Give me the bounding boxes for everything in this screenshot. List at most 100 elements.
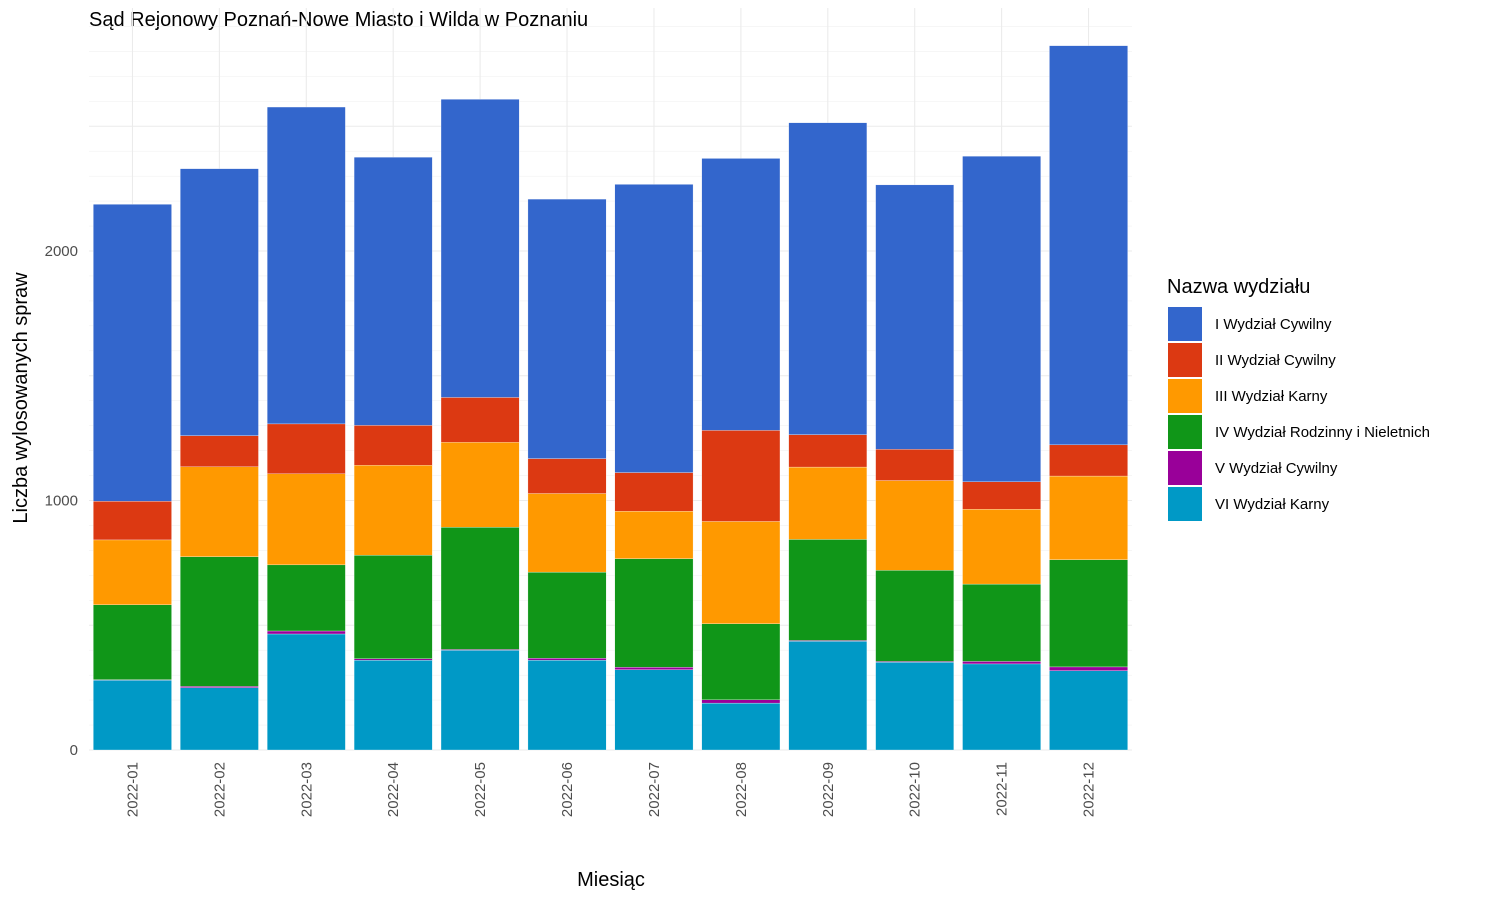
y-axis-ticks: 0 1000 2000 [45, 243, 78, 759]
bar-segment-2022-08-5 [701, 699, 781, 704]
bar-segment-2022-07-3 [614, 511, 694, 559]
bar-segment-2022-04-5 [353, 658, 433, 661]
y-tick-label: 1000 [45, 493, 78, 510]
bar-segment-2022-11-1 [962, 156, 1041, 482]
y-tick-label: 0 [70, 742, 78, 759]
bar-segment-2022-08-6 [701, 702, 781, 751]
x-tick-label: 2022-04 [385, 762, 402, 817]
x-tick-label: 2022-12 [1081, 762, 1098, 817]
bar-segment-2022-06-3 [527, 493, 607, 573]
y-axis-title: Liczba wylosowanych spraw [10, 272, 32, 524]
bar-segment-2022-07-1 [614, 184, 694, 473]
legend: Nazwa wydziału I Wydział Cywilny II Wydzi… [1167, 276, 1430, 521]
bar-segment-2022-04-2 [353, 425, 433, 466]
bar-segment-2022-11-2 [962, 481, 1041, 510]
bar-segment-2022-12-1 [1049, 45, 1128, 446]
bar-segment-2022-10-3 [875, 480, 954, 571]
legend-label: IV Wydział Rodzinny i Nieletnich [1215, 424, 1430, 441]
bar-segment-2022-08-2 [701, 430, 781, 522]
x-tick-label: 2022-07 [646, 762, 663, 817]
bar-segment-2022-01-6 [93, 679, 172, 751]
bar-segment-2022-02-6 [180, 687, 259, 751]
legend-swatch [1168, 343, 1202, 377]
bar-segment-2022-10-1 [875, 184, 954, 450]
bar-segment-2022-07-6 [614, 669, 694, 751]
bar-segment-2022-10-2 [875, 449, 954, 481]
bar-segment-2022-01-2 [93, 501, 172, 541]
x-tick-label: 2022-03 [298, 762, 315, 817]
bar-segment-2022-09-2 [788, 434, 868, 468]
legend-swatch [1168, 487, 1202, 521]
bar-segment-2022-06-5 [527, 658, 607, 661]
bar-segment-2022-05-1 [440, 99, 520, 398]
bar-segment-2022-03-6 [267, 633, 346, 751]
x-tick-label: 2022-02 [211, 762, 228, 817]
legend-label: III Wydział Karny [1215, 388, 1328, 405]
bar-segment-2022-11-3 [962, 509, 1041, 585]
bar-segment-2022-06-4 [527, 571, 607, 659]
bar-segment-2022-11-6 [962, 663, 1041, 751]
x-tick-label: 2022-05 [472, 762, 489, 817]
bar-segment-2022-08-4 [701, 623, 781, 701]
bar-segment-2022-02-2 [180, 435, 259, 467]
legend-swatch [1168, 307, 1202, 341]
bar-segment-2022-12-3 [1049, 475, 1128, 560]
bar-segment-2022-07-2 [614, 472, 694, 512]
bar-segment-2022-06-6 [527, 660, 607, 751]
bar-segment-2022-11-4 [962, 583, 1041, 662]
bar-segment-2022-01-4 [93, 604, 172, 680]
bar-segment-2022-06-1 [527, 198, 607, 459]
legend-swatch [1168, 451, 1202, 485]
bar-segment-2022-12-6 [1049, 670, 1128, 751]
bar-segment-2022-09-3 [788, 466, 868, 540]
legend-label: VI Wydział Karny [1215, 496, 1330, 513]
x-tick-label: 2022-10 [907, 762, 924, 817]
bar-segment-2022-05-2 [440, 397, 520, 443]
legend-label: V Wydział Cywilny [1215, 460, 1338, 477]
y-tick-label: 2000 [45, 243, 78, 260]
x-tick-label: 2022-09 [820, 762, 837, 817]
x-axis-ticks: 2022-01 2022-02 2022-03 2022-04 2022-05 2022-… [124, 762, 1097, 817]
bar-segment-2022-01-1 [93, 204, 172, 502]
bar-segment-2022-07-4 [614, 558, 694, 668]
bar-segment-2022-03-2 [267, 423, 346, 474]
legend-label: I Wydział Cywilny [1215, 316, 1332, 333]
bars [93, 45, 1128, 751]
legend-swatch [1168, 379, 1202, 413]
bar-segment-2022-02-4 [180, 556, 259, 687]
bar-segment-2022-04-4 [353, 554, 433, 659]
x-tick-label: 2022-06 [559, 762, 576, 817]
bar-segment-2022-04-6 [353, 660, 433, 751]
bar-segment-2022-02-5 [180, 686, 259, 688]
bar-segment-2022-04-1 [353, 157, 433, 426]
bar-segment-2022-12-4 [1049, 559, 1128, 668]
bar-segment-2022-04-3 [353, 465, 433, 556]
bar-segment-2022-11-5 [962, 661, 1041, 665]
bar-segment-2022-10-4 [875, 570, 954, 662]
bar-segment-2022-03-5 [267, 630, 346, 635]
bar-segment-2022-12-5 [1049, 666, 1128, 671]
bar-segment-2022-06-2 [527, 458, 607, 494]
bar-segment-2022-03-3 [267, 473, 346, 566]
legend-swatch [1168, 415, 1202, 449]
bar-segment-2022-05-3 [440, 442, 520, 528]
bar-segment-2022-09-4 [788, 539, 868, 641]
bar-segment-2022-08-3 [701, 521, 781, 624]
legend-title: Nazwa wydziału [1167, 276, 1310, 298]
bar-segment-2022-02-3 [180, 466, 259, 557]
x-tick-label: 2022-08 [733, 762, 750, 817]
bar-segment-2022-03-1 [267, 106, 346, 425]
bar-segment-2022-03-4 [267, 564, 346, 632]
legend-label: II Wydział Cywilny [1215, 352, 1336, 369]
x-tick-label: 2022-11 [994, 762, 1011, 816]
bar-segment-2022-08-1 [701, 158, 781, 431]
chart-title: Sąd Rejonowy Poznań-Nowe Miasto i Wilda … [89, 9, 588, 31]
bar-segment-2022-09-6 [788, 641, 868, 751]
x-tick-label: 2022-01 [124, 762, 141, 817]
bar-segment-2022-12-2 [1049, 444, 1128, 477]
bar-segment-2022-05-6 [440, 650, 520, 751]
bar-segment-2022-05-4 [440, 527, 520, 650]
bar-segment-2022-10-6 [875, 662, 954, 751]
bar-segment-2022-02-1 [180, 168, 259, 436]
